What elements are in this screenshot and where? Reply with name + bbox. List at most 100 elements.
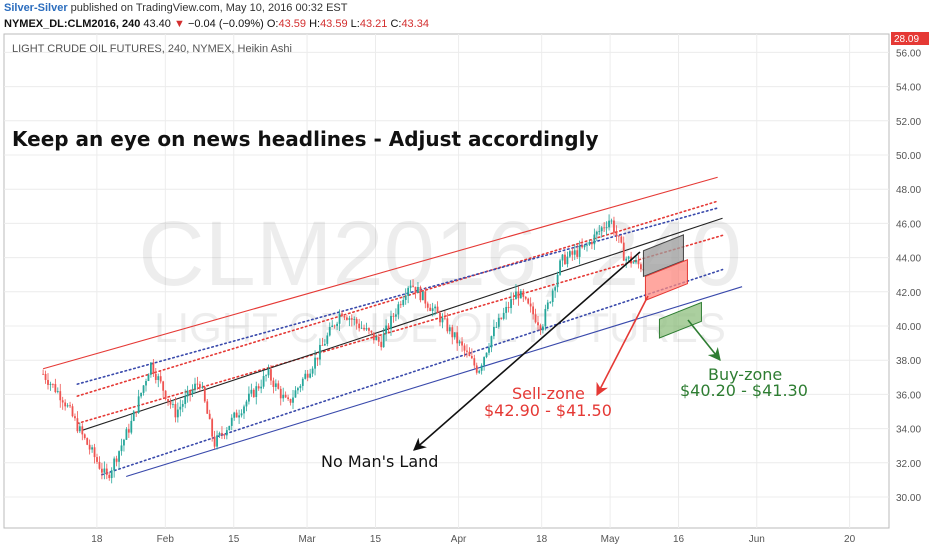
candle-body (145, 381, 147, 386)
candle-body (194, 383, 196, 390)
channel-line (100, 268, 724, 476)
y-tick-label: 44.00 (896, 254, 921, 265)
channel-line (76, 200, 719, 397)
y-tick-label: 38.00 (896, 356, 921, 367)
candle-body (473, 358, 476, 366)
candle-body (458, 341, 461, 344)
channel-line (126, 286, 743, 478)
candle-body (159, 376, 162, 382)
candle-body (551, 290, 554, 303)
candle-body (316, 357, 319, 360)
candle-body (603, 227, 606, 229)
candle-body (120, 445, 123, 452)
candle-body (350, 318, 353, 320)
candle-body (358, 323, 361, 329)
close-label: C: (390, 18, 402, 30)
candle-body (493, 326, 495, 337)
candle-body (257, 386, 260, 389)
candle-body (238, 415, 241, 418)
candle-body (392, 315, 395, 317)
candle-body (490, 336, 493, 348)
candle-body (44, 373, 47, 380)
candle-body (610, 220, 613, 222)
y-tick-label: 32.00 (896, 459, 921, 470)
candle-body (495, 326, 498, 328)
sell-zone-range: $42.90 - $41.50 (484, 401, 612, 420)
candle-body (608, 220, 610, 228)
candle-body (637, 260, 640, 265)
buy-zone-arrow (687, 319, 721, 361)
candle-body (240, 413, 243, 416)
candle-body (355, 319, 358, 324)
candle-body (52, 383, 54, 385)
price-tag (891, 32, 929, 45)
candle-body (524, 296, 527, 299)
y-tick-label: 36.00 (896, 390, 921, 401)
candle-body (581, 245, 584, 248)
candle-body (549, 302, 552, 303)
candle-body (586, 244, 588, 246)
candle-body (74, 416, 76, 419)
candle-body (113, 458, 116, 471)
candle-body (196, 383, 199, 385)
candle-body (468, 351, 471, 357)
candle-body (319, 344, 321, 360)
candle-body (502, 312, 505, 319)
candle-body (42, 373, 45, 375)
change-value: −0.04 (−0.09%) (187, 18, 264, 30)
y-tick-label: 52.00 (896, 117, 921, 128)
candle-body (206, 401, 209, 414)
candle-body (510, 299, 512, 309)
candle-body (115, 458, 118, 462)
channel-line (42, 176, 718, 370)
candle-body (478, 370, 481, 373)
candle-body (61, 400, 64, 403)
x-tick-label: Feb (157, 534, 175, 545)
candle-body (554, 287, 557, 291)
candle-body (277, 383, 280, 389)
candle-body (252, 389, 255, 397)
candle-body (451, 327, 454, 338)
candle-body (431, 308, 434, 312)
candle-body (556, 274, 559, 288)
candle-body (81, 426, 84, 435)
candle-body (466, 350, 468, 352)
candle-body (566, 256, 569, 265)
low-label: L: (350, 18, 360, 30)
y-tick-label: 30.00 (896, 493, 921, 504)
x-tick-label: 18 (536, 534, 548, 545)
candle-body (605, 227, 608, 229)
y-tick-label: 50.00 (896, 151, 921, 162)
candle-body (262, 375, 265, 387)
candle-body (127, 429, 130, 433)
x-tick-label: 15 (228, 534, 240, 545)
channel-line (76, 207, 719, 385)
candle-body (260, 386, 263, 389)
candle-body (461, 341, 463, 346)
candle-body (181, 404, 184, 407)
candle-body (348, 318, 351, 320)
candle-body (456, 332, 459, 344)
candle-body (189, 390, 192, 394)
candle-body (147, 374, 150, 382)
candle-body (404, 295, 407, 300)
author-link[interactable]: Silver-Silver (4, 2, 68, 14)
candle-body (625, 258, 628, 261)
candles (42, 214, 645, 484)
candle-body (123, 439, 125, 446)
candle-body (321, 344, 324, 346)
candle-body (397, 304, 400, 315)
candle-body (559, 260, 561, 275)
y-tick-label: 34.00 (896, 425, 921, 436)
candle-body (640, 264, 642, 270)
x-tick-label: 15 (370, 534, 382, 545)
candle-body (176, 409, 179, 418)
candle-body (336, 323, 339, 327)
chart-title: LIGHT CRUDE OIL FUTURES, 240, NYMEX, Hei… (12, 43, 292, 55)
candle-body (132, 411, 135, 421)
close-value: 43.34 (401, 18, 429, 30)
candle-body (600, 227, 603, 232)
candle-body (265, 375, 267, 377)
candle-body (529, 303, 532, 307)
